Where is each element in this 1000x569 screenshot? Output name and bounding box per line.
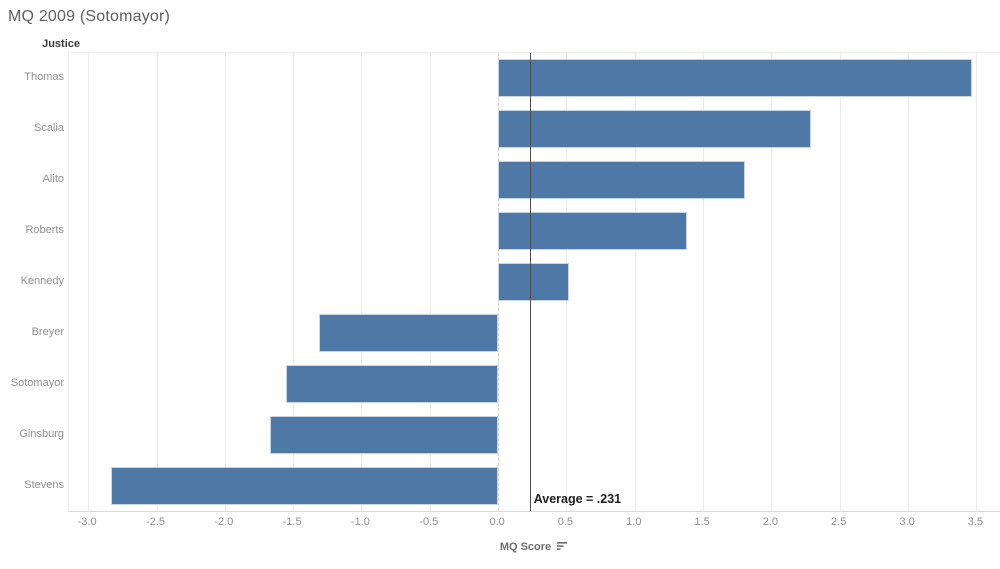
x-tick-label: 2.5 — [831, 516, 847, 528]
bar-kennedy[interactable] — [498, 263, 570, 301]
x-tick-label: -2.5 — [146, 516, 165, 528]
gridline — [88, 53, 90, 511]
x-tick-label: -1.0 — [350, 516, 370, 528]
x-tick-label: 0.5 — [557, 516, 574, 528]
row-label-sotomayor[interactable]: Sotomayor — [10, 376, 64, 389]
x-tick-label: -0.5 — [419, 516, 439, 528]
x-tick-label: 1.0 — [626, 516, 642, 528]
gridline — [361, 53, 363, 511]
x-tick-label: -2.0 — [214, 516, 234, 528]
x-tick-label: -1.5 — [282, 516, 302, 528]
x-tick-label: 3.5 — [967, 516, 984, 528]
gridline — [156, 53, 158, 511]
chart-title: MQ 2009 (Sotomayor) — [8, 8, 171, 25]
plot-area — [68, 52, 1000, 512]
bar-breyer[interactable] — [319, 313, 499, 352]
row-label-kennedy[interactable]: Kennedy — [20, 275, 64, 287]
sort-descending-icon[interactable] — [557, 538, 568, 556]
row-label-roberts[interactable]: Roberts — [25, 224, 64, 237]
bar-thomas[interactable] — [498, 59, 973, 98]
x-tick-label: 0.0 — [489, 516, 505, 528]
x-tick-label: 2.0 — [762, 516, 779, 528]
gridline — [839, 53, 841, 511]
x-axis-ticks: -3.0 -2.5 -2.0 -1.5 -1.0 -0.5 0.0 0.5 1.0 1.5 2.0 2… — [68, 516, 1000, 530]
row-label-stevens[interactable]: Stevens — [24, 478, 64, 491]
bar-sotomayor[interactable] — [286, 364, 499, 403]
bar-roberts[interactable] — [498, 212, 687, 251]
gridline — [429, 53, 431, 511]
row-label-scalia[interactable]: Scalia — [34, 122, 64, 135]
bar-ginsburg[interactable] — [269, 415, 499, 454]
gridline — [976, 53, 978, 511]
bar-alito[interactable] — [498, 161, 746, 200]
row-label-alito[interactable]: Alito — [42, 173, 64, 186]
bar-stevens[interactable] — [111, 466, 499, 505]
gridline — [293, 53, 295, 511]
x-tick-label: 3.0 — [899, 516, 915, 528]
x-tick-label: 1.5 — [694, 516, 710, 528]
reference-line — [529, 53, 532, 511]
row-header-justice[interactable]: Justice — [42, 38, 80, 50]
row-labels: Thomas Scalia Alito Roberts Kennedy Breyer Sot… — [0, 52, 64, 510]
gridline — [703, 53, 705, 511]
gridline — [634, 53, 636, 511]
x-axis-title[interactable]: MQ Score — [68, 538, 1000, 556]
gridline — [224, 53, 226, 511]
gridline — [908, 53, 910, 511]
x-tick-label: -3.0 — [77, 516, 97, 528]
row-label-ginsburg[interactable]: Ginsburg — [19, 427, 64, 440]
reference-line-label: Average = .231 — [533, 492, 622, 506]
row-label-thomas[interactable]: Thomas — [24, 71, 64, 84]
gridline — [771, 53, 773, 511]
row-label-breyer[interactable]: Breyer — [31, 325, 64, 338]
x-axis-title-label: MQ Score — [499, 541, 552, 553]
bar-scalia[interactable] — [498, 110, 811, 149]
